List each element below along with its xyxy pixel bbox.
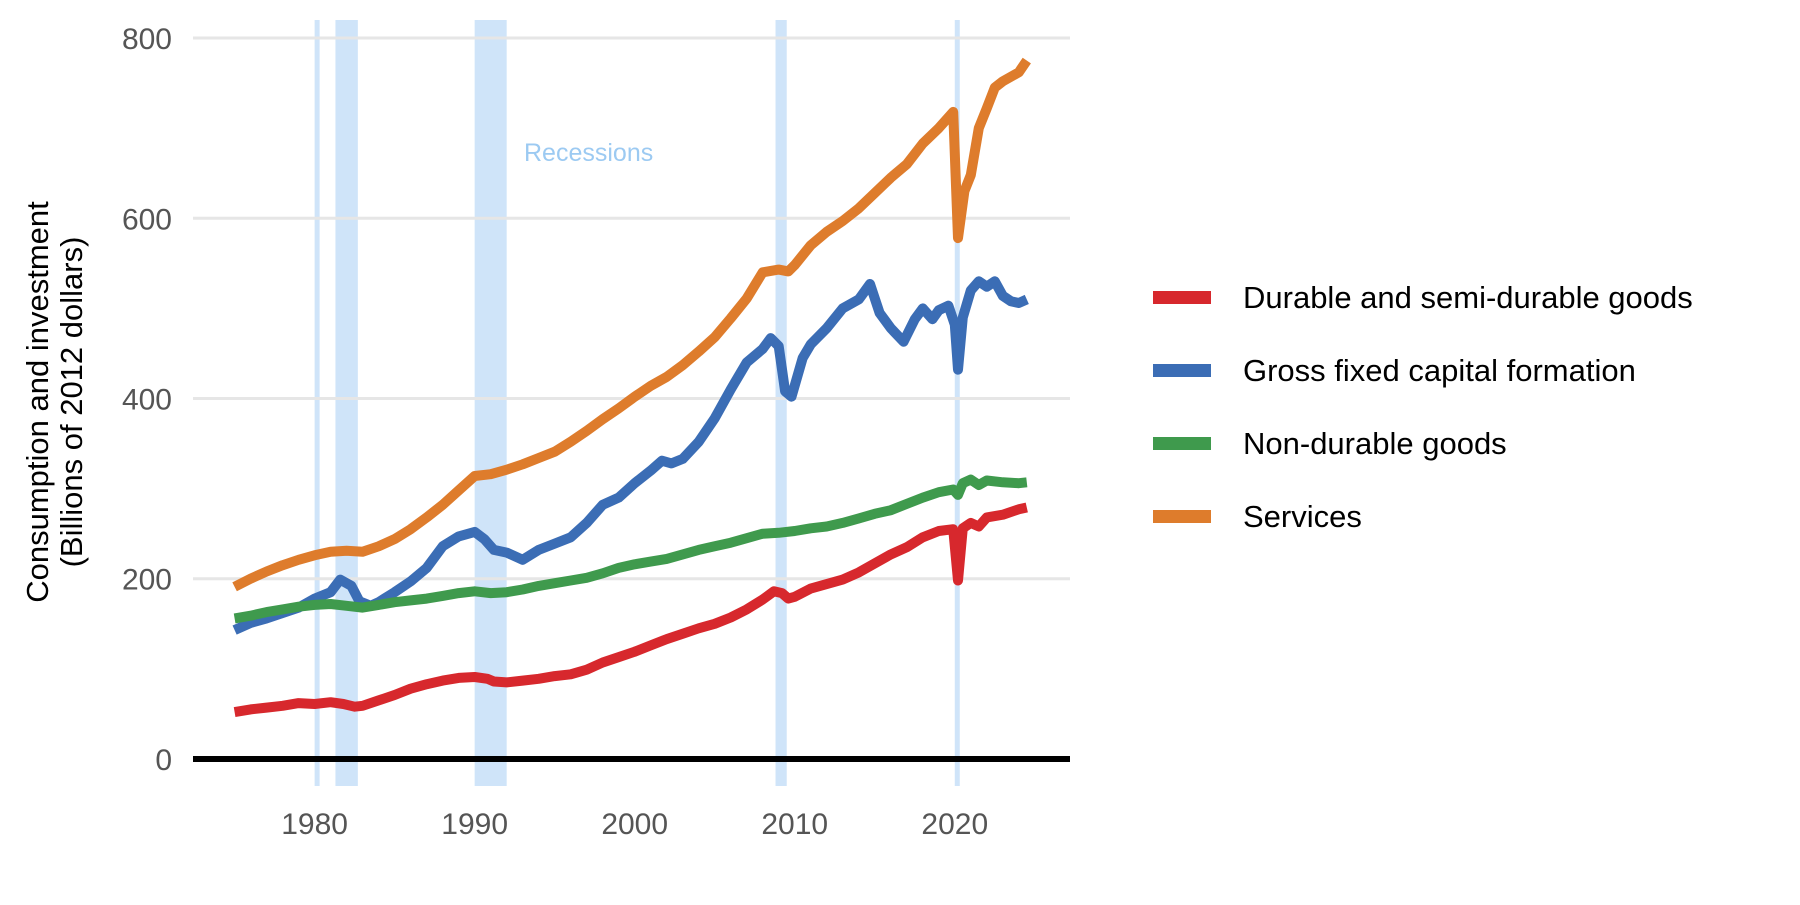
legend-swatch-gross-fixed-capital-formation xyxy=(1153,364,1211,377)
legend-swatch-non-durable-goods xyxy=(1153,437,1211,450)
y-tick-label-800: 800 xyxy=(122,23,172,56)
x-axis-ticks: 1980 1990 2000 2010 2020 xyxy=(281,808,988,841)
y-axis-title-line-2: (Billions of 2012 dollars) xyxy=(54,237,89,568)
series-lines xyxy=(232,57,1031,718)
x-tick-label-2000: 2000 xyxy=(601,808,668,841)
recession-band-3 xyxy=(474,20,507,786)
series-line-non-durable-goods xyxy=(233,474,1028,624)
y-tick-label-200: 200 xyxy=(122,564,172,597)
legend-label-non-durable-goods: Non-durable goods xyxy=(1243,426,1507,461)
y-tick-label-400: 400 xyxy=(122,383,172,416)
y-tick-label-0: 0 xyxy=(155,744,172,777)
x-tick-label-1990: 1990 xyxy=(441,808,508,841)
x-tick-label-2010: 2010 xyxy=(761,808,828,841)
y-axis-title-group: Consumption and investment (Billions of … xyxy=(20,201,89,603)
y-axis-ticks: 0 200 400 600 800 xyxy=(122,23,172,777)
recession-band-4 xyxy=(775,20,787,786)
y-tick-label-600: 600 xyxy=(122,203,172,236)
legend-label-durable-and-semi-durable-goods: Durable and semi-durable goods xyxy=(1243,280,1693,315)
recession-band-1 xyxy=(314,20,320,786)
legend-swatch-services xyxy=(1153,510,1211,523)
recession-label: Recessions xyxy=(524,139,653,167)
x-tick-label-1980: 1980 xyxy=(281,808,348,841)
recession-band-2 xyxy=(335,20,358,786)
recession-bands xyxy=(314,20,960,786)
series-line-services xyxy=(232,57,1031,592)
recession-band-5 xyxy=(954,20,960,786)
y-axis-title-line-1: Consumption and investment xyxy=(20,201,55,603)
x-tick-label-2020: 2020 xyxy=(921,808,988,841)
legend-label-gross-fixed-capital-formation: Gross fixed capital formation xyxy=(1243,353,1636,388)
series-line-durable-and-semi-durable-goods xyxy=(233,502,1028,718)
legend-label-services: Services xyxy=(1243,499,1362,534)
legend: Durable and semi-durable goods Gross fixe… xyxy=(1153,280,1693,534)
legend-swatch-durable-and-semi-durable-goods xyxy=(1153,291,1211,304)
